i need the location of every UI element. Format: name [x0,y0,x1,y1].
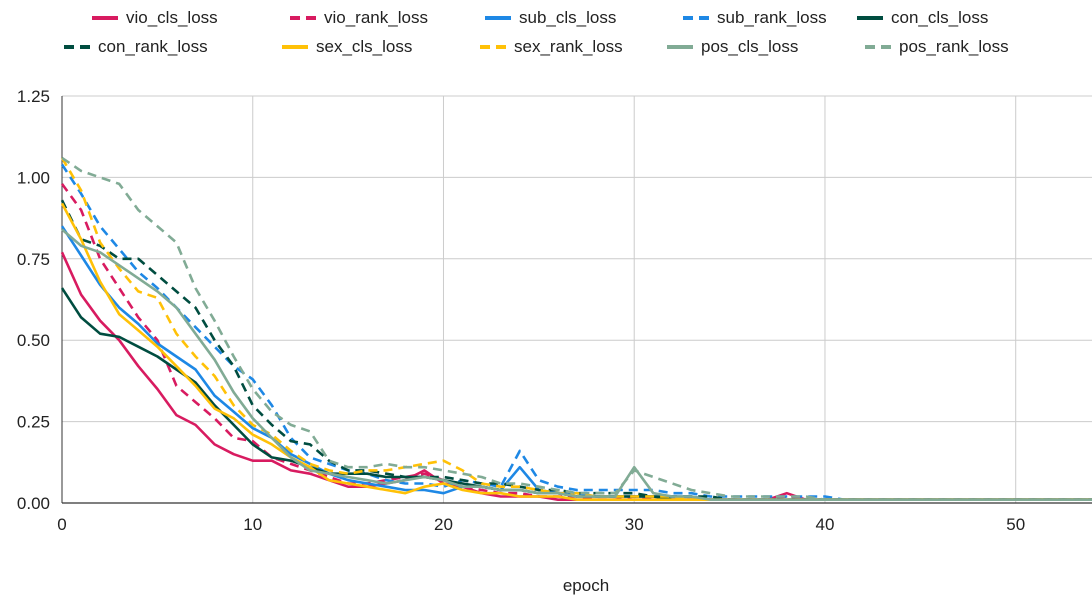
series-line-con-cls-loss [60,287,1092,502]
x-tick-label: 40 [816,515,835,534]
legend-swatch [865,45,891,49]
legend-label: vio_cls_loss [126,8,218,27]
series-line-sex-rank-loss [60,157,1092,502]
series-line-vio-rank-loss [60,183,1092,502]
legend-row-1: vio_cls_loss vio_rank_loss sub_cls_loss sub… [0,4,1092,32]
legend-item-pos-cls-loss: pos_cls_loss [667,33,798,61]
x-tick-label: 20 [434,515,453,534]
legend-label: sex_cls_loss [316,37,413,56]
legend-item-sub-rank-loss: sub_rank_loss [683,4,827,32]
legend-swatch [64,45,90,49]
legend-item-vio-rank-loss: vio_rank_loss [290,4,428,32]
series-lines [60,156,1092,502]
legend-item-sub-cls-loss: sub_cls_loss [485,4,616,32]
x-tick-label: 0 [57,515,66,534]
axes [61,96,1092,504]
tick-labels: 0.00 0.25 0.50 0.75 1.00 1.25 0 10 20 30 40 50 [17,87,1025,534]
x-tick-label: 30 [625,515,644,534]
series-line-pos-rank-loss [61,156,1092,502]
y-tick-label: 1.25 [17,87,50,106]
legend-item-con-cls-loss: con_cls_loss [857,4,988,32]
legend-swatch [282,45,308,49]
series-line-pos-cls-loss [61,228,1092,502]
x-axis-label: epoch [562,576,610,595]
legend-label: con_cls_loss [891,8,989,27]
legend-item-sex-rank-loss: sex_rank_loss [480,33,623,61]
legend-item-con-rank-loss: con_rank_loss [64,33,208,61]
y-tick-label: 0.75 [17,250,50,269]
legend-label: sub_rank_loss [717,8,827,27]
legend-swatch [485,16,511,20]
legend-swatch [92,16,118,20]
legend-label: vio_rank_loss [324,8,428,27]
legend-item-pos-rank-loss: pos_rank_loss [865,33,1009,61]
legend-label: pos_rank_loss [899,37,1009,56]
y-tick-label: 1.00 [17,168,50,187]
legend-swatch [667,45,693,49]
x-tick-label: 50 [1006,515,1025,534]
x-tick-label: 10 [243,515,262,534]
legend-label: pos_cls_loss [701,37,799,56]
legend-row-2: con_rank_loss sex_cls_loss sex_rank_loss po… [0,33,1092,61]
y-tick-label: 0.25 [17,413,50,432]
legend-item-vio-cls-loss: vio_cls_loss [92,4,218,32]
legend-label: sex_rank_loss [514,37,623,56]
legend-label: sub_cls_loss [519,8,617,27]
legend-swatch [290,16,316,20]
series-line-vio-cls-loss [60,251,1092,502]
grid-lines [62,95,1092,503]
legend-item-sex-cls-loss: sex_cls_loss [282,33,412,61]
series-line-sub-rank-loss [60,163,1092,502]
y-tick-label: 0.00 [17,494,50,513]
legend-label: con_rank_loss [98,37,208,56]
series-line-sex-cls-loss [60,202,1092,502]
legend-swatch [857,16,883,20]
y-tick-label: 0.50 [17,331,50,350]
legend-swatch [480,45,506,49]
legend-swatch [683,16,709,20]
